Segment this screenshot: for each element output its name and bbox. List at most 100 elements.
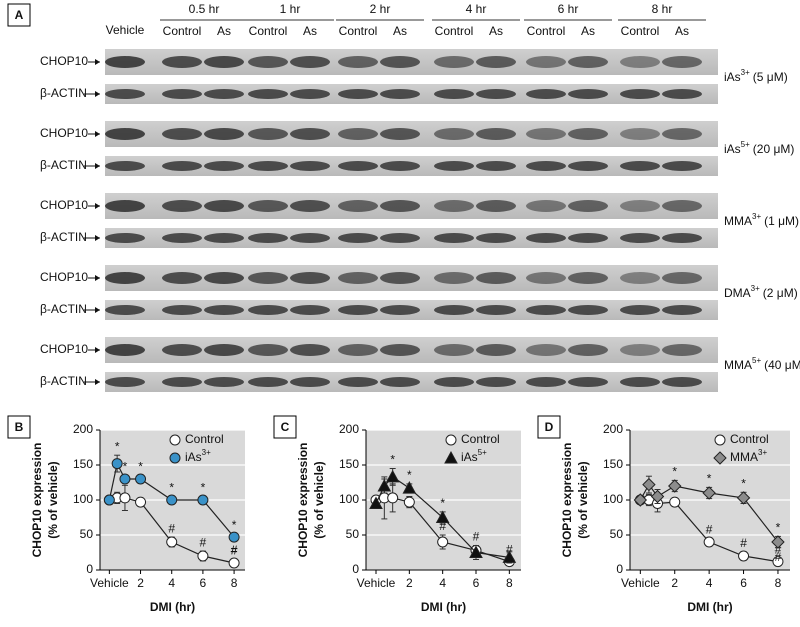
blot-band <box>526 200 566 212</box>
y-tick-label: 50 <box>610 527 624 541</box>
x-tick-label: 4 <box>439 576 446 590</box>
significance-flag: # <box>775 542 782 556</box>
blot-band <box>434 272 474 284</box>
blot-band <box>338 344 378 356</box>
blot-band <box>434 89 474 99</box>
blot-band <box>568 128 608 140</box>
blot-band <box>105 305 145 315</box>
blot-band <box>568 272 608 284</box>
treatment-label: iAs5+ (20 μM) <box>724 140 794 156</box>
blot-band <box>290 89 330 99</box>
significance-flag: # <box>200 535 207 549</box>
row-label: β-ACTIN <box>40 158 87 172</box>
blot-band <box>434 56 474 68</box>
row-arrow-head <box>95 347 100 353</box>
point <box>736 491 751 505</box>
blot-band <box>380 272 420 284</box>
legend-name: iAs <box>185 450 202 464</box>
blot-band <box>434 344 474 356</box>
blot-band <box>526 377 566 387</box>
legend-label: Control <box>730 432 769 446</box>
blot-band <box>620 56 660 68</box>
blot-band <box>380 233 420 243</box>
blot-band <box>290 233 330 243</box>
y-tick-label: 100 <box>73 492 93 506</box>
legend-label: iAs3+ <box>185 448 211 464</box>
lane-label: As <box>217 24 231 38</box>
blot-band <box>526 272 566 284</box>
blot-band <box>290 305 330 315</box>
row-label: β-ACTIN <box>40 374 87 388</box>
blot-band <box>248 272 288 284</box>
blot-band <box>105 200 145 212</box>
blot-band <box>290 377 330 387</box>
blot-band <box>248 233 288 243</box>
legend-sup: 3+ <box>758 448 767 457</box>
blot-band <box>662 56 702 68</box>
point <box>135 473 147 485</box>
point <box>369 496 383 509</box>
row-arrow-head <box>95 307 100 313</box>
x-tick-label: 8 <box>506 576 513 590</box>
blot-band <box>526 89 566 99</box>
blot-band <box>204 56 244 68</box>
blot-band <box>434 377 474 387</box>
y-tick-label: 100 <box>603 492 623 506</box>
row-arrow-head <box>95 275 100 281</box>
row-arrow-head <box>95 91 100 97</box>
legend-label: MMA3+ <box>730 448 767 464</box>
point <box>197 494 209 506</box>
blot-band <box>248 377 288 387</box>
significance-flag: # <box>439 519 446 533</box>
blot-band <box>105 233 145 243</box>
blot-band <box>380 89 420 99</box>
blot-band <box>662 344 702 356</box>
blot-band <box>290 272 330 284</box>
x-tick-label: 8 <box>775 576 782 590</box>
panel-label: C <box>281 420 290 434</box>
blot-band <box>248 128 288 140</box>
point <box>435 510 450 523</box>
point <box>385 469 400 483</box>
blot-band <box>204 233 244 243</box>
significance-flag: * <box>201 481 206 495</box>
blot-band <box>620 305 660 315</box>
row-label: β-ACTIN <box>40 86 87 100</box>
blot-band <box>290 161 330 171</box>
legend-name: iAs <box>461 450 478 464</box>
blot-band <box>338 200 378 212</box>
treatment-label: MMA3+ (1 μM) <box>724 212 799 228</box>
blot-band <box>338 305 378 315</box>
x-tick-label: Vehicle <box>90 576 129 590</box>
blot-band <box>476 161 516 171</box>
blot-band <box>662 161 702 171</box>
timepoint-label: 2 hr <box>370 2 391 16</box>
blot-band <box>162 233 202 243</box>
point <box>402 481 417 494</box>
blot-band <box>620 272 660 284</box>
blot-band <box>476 128 516 140</box>
blot-band <box>162 305 202 315</box>
significance-flag: * <box>672 465 677 479</box>
blot-band <box>204 305 244 315</box>
y-tick-label: 200 <box>603 422 623 436</box>
blot-band <box>290 344 330 356</box>
x-tick-label: 2 <box>671 576 678 590</box>
significance-flag: # <box>231 544 238 558</box>
point <box>103 494 115 506</box>
point <box>771 535 785 549</box>
significance-flag: # <box>506 542 513 556</box>
blot-band <box>380 161 420 171</box>
treatment-name: iAs <box>724 142 741 156</box>
point <box>166 536 178 548</box>
point <box>119 492 131 504</box>
point <box>703 536 715 548</box>
blot-band <box>568 305 608 315</box>
panel-label: D <box>545 420 554 434</box>
blot-band <box>204 272 244 284</box>
blot-band <box>620 128 660 140</box>
blot-band <box>526 56 566 68</box>
lane-label: Control <box>435 24 474 38</box>
treatment-dose: (5 μM) <box>753 70 788 84</box>
blot-band <box>338 89 378 99</box>
